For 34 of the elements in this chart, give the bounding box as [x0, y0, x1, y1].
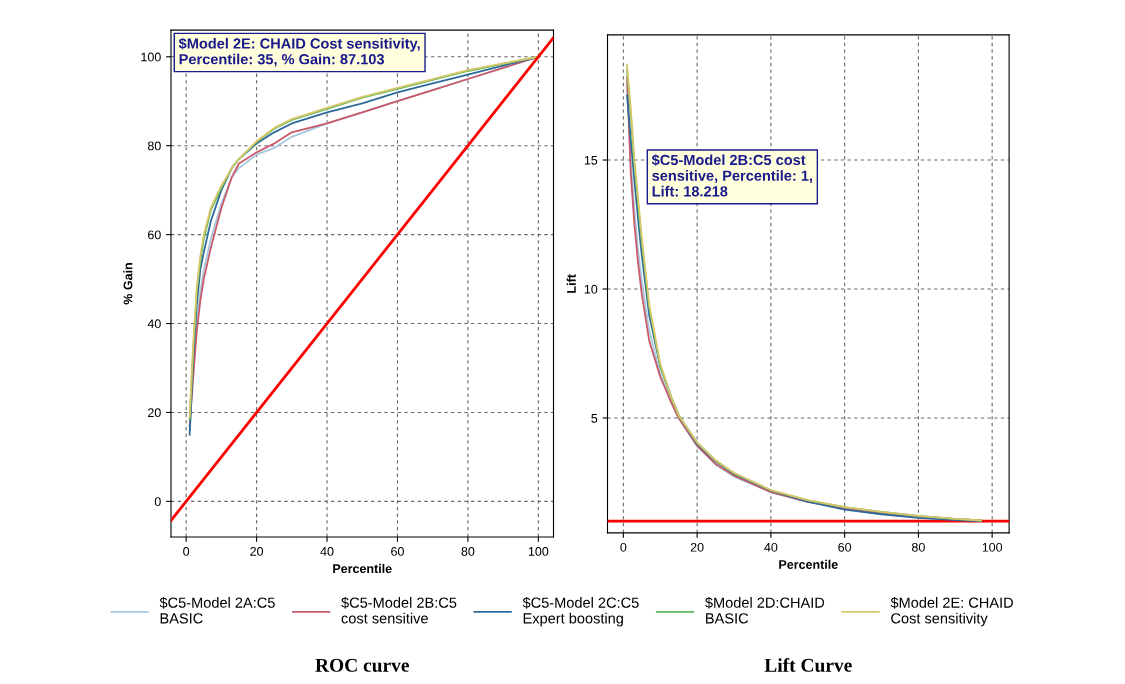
x-tick-label: 100	[528, 546, 549, 556]
y-tick-label: 0	[154, 497, 161, 507]
y-axis-title: Lift	[566, 274, 576, 293]
legend-label: $Model 2E: CHAID Cost sensitivity	[890, 596, 1013, 627]
x-axis-title: Percentile	[333, 563, 392, 574]
y-tick-label: 5	[591, 413, 598, 423]
x-tick-label: 0	[183, 546, 190, 556]
text: ROC curve	[315, 658, 409, 672]
x-tick-label: 40	[320, 546, 334, 556]
y-tick-label: 80	[147, 141, 161, 151]
x-tick-label: 60	[838, 542, 852, 552]
x-tick-label: 20	[250, 546, 264, 556]
text: Lift Curve	[764, 657, 852, 672]
y-tick-label: 100	[141, 52, 161, 62]
x-tick-label: 0	[620, 542, 627, 552]
legend-label: $C5-Model 2B:C5 cost sensitive	[341, 596, 457, 624]
x-tick-label: 80	[461, 546, 475, 556]
annotation: $Model 2E: CHAID Cost sensitivity, Percentile: 35, % Gain: 87.103	[178, 37, 420, 67]
x-tick-label: 100	[982, 542, 1003, 552]
legend-label: $Model 2D:CHAID BASIC	[705, 596, 825, 624]
y-tick-label: 60	[148, 230, 161, 240]
x-tick-label: 20	[690, 542, 704, 552]
x-tick-label: 80	[911, 542, 925, 552]
y-axis-title: % Gain	[123, 263, 133, 305]
y-tick-label: 40	[147, 319, 161, 329]
y-tick-label: 15	[584, 155, 598, 165]
y-tick-label: 10	[584, 284, 598, 294]
x-axis-title: Percentile	[779, 559, 838, 569]
x-tick-label: 60	[391, 546, 404, 556]
annotation: $C5-Model 2B:C5 cost sensitive, Percentile: 1, Lift: 18.218	[651, 154, 813, 197]
legend-label: $C5-Model 2C:C5 Expert boosting	[522, 596, 639, 627]
legend-label: $C5-Model 2A:C5 BASIC	[159, 596, 275, 624]
x-tick-label: 40	[764, 542, 778, 552]
y-tick-label: 20	[148, 408, 161, 418]
